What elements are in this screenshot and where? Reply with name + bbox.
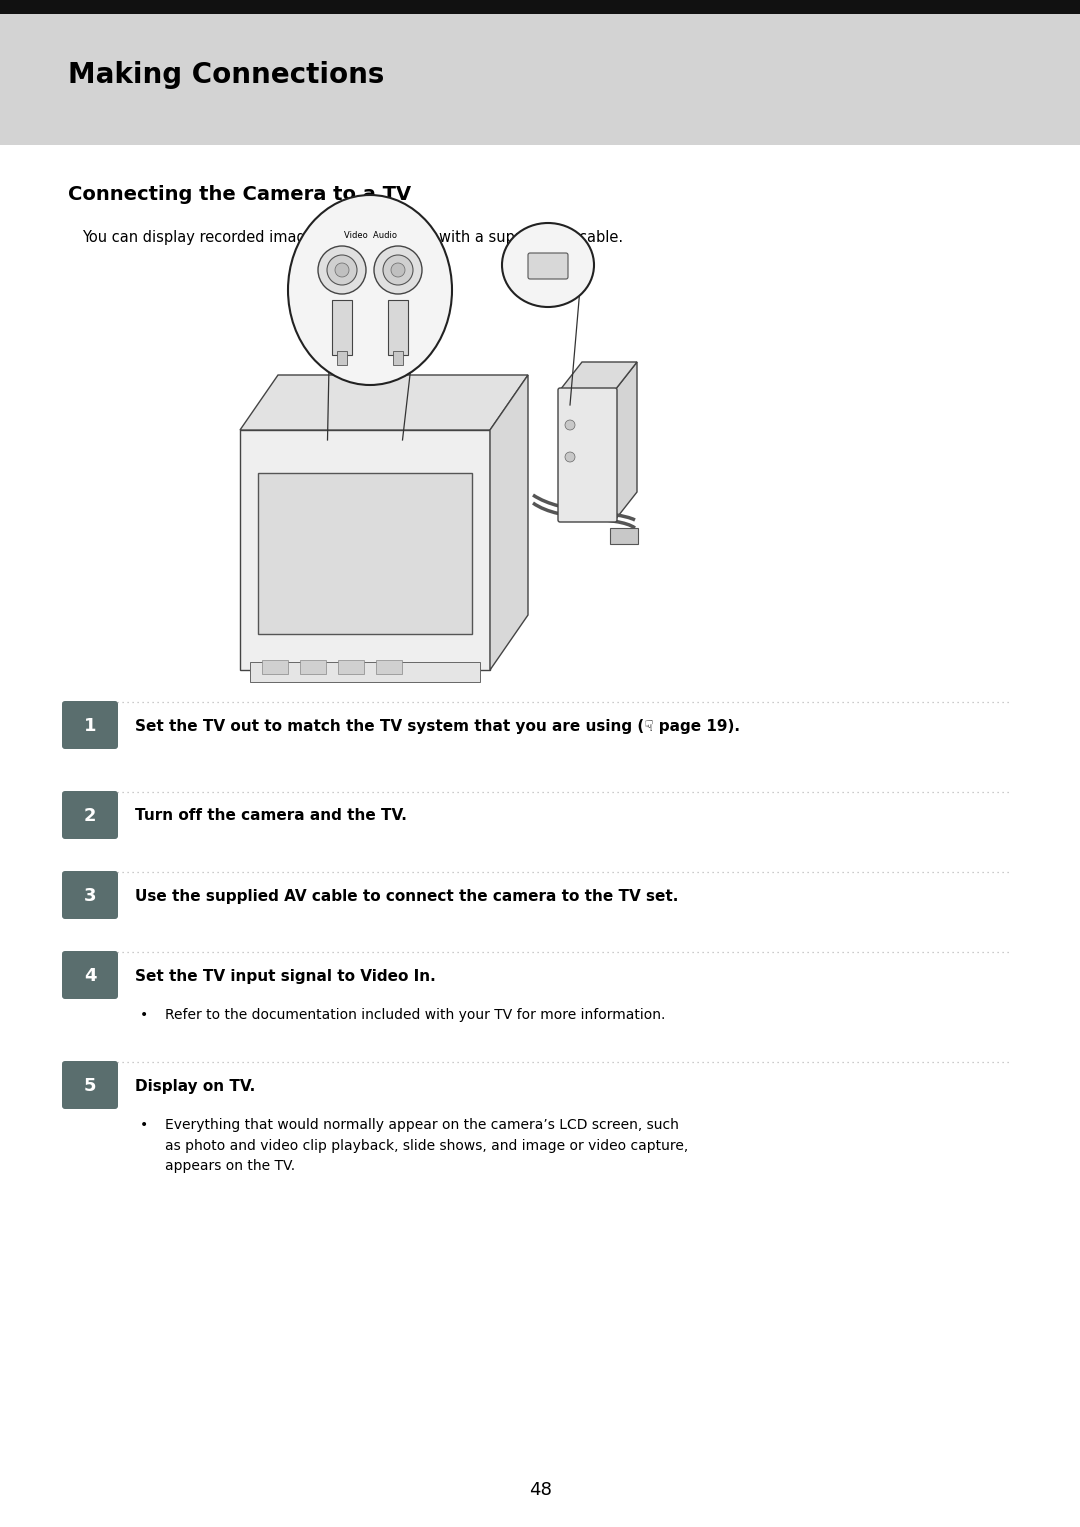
Bar xyxy=(388,299,408,354)
Text: •: • xyxy=(140,1008,148,1022)
Text: •: • xyxy=(140,1118,148,1132)
Text: 3: 3 xyxy=(84,887,96,906)
Circle shape xyxy=(374,246,422,295)
Bar xyxy=(376,660,402,673)
Bar xyxy=(393,351,403,365)
Bar xyxy=(338,660,364,673)
Circle shape xyxy=(391,263,405,276)
Text: Turn off the camera and the TV.: Turn off the camera and the TV. xyxy=(135,808,407,823)
Text: Everything that would normally appear on the camera’s LCD screen, such
as photo : Everything that would normally appear on… xyxy=(165,1118,688,1173)
Text: 2: 2 xyxy=(84,806,96,825)
Bar xyxy=(0,14,1080,145)
Text: 48: 48 xyxy=(528,1481,552,1500)
Bar xyxy=(262,660,288,673)
Polygon shape xyxy=(615,362,637,521)
Text: Connecting the Camera to a TV: Connecting the Camera to a TV xyxy=(68,185,411,205)
FancyBboxPatch shape xyxy=(62,1061,118,1109)
Text: 5: 5 xyxy=(84,1077,96,1095)
Bar xyxy=(249,663,480,683)
Circle shape xyxy=(318,246,366,295)
Text: Use the supplied AV cable to connect the camera to the TV set.: Use the supplied AV cable to connect the… xyxy=(135,889,678,904)
FancyBboxPatch shape xyxy=(62,951,118,999)
Bar xyxy=(332,299,352,354)
Bar xyxy=(0,0,1080,14)
FancyBboxPatch shape xyxy=(62,870,118,919)
Polygon shape xyxy=(240,431,490,670)
Bar xyxy=(337,351,347,365)
Circle shape xyxy=(565,452,575,463)
Ellipse shape xyxy=(502,223,594,307)
Text: Set the TV input signal to Video In.: Set the TV input signal to Video In. xyxy=(135,968,435,983)
Polygon shape xyxy=(258,473,472,634)
Text: Refer to the documentation included with your TV for more information.: Refer to the documentation included with… xyxy=(165,1008,665,1022)
Text: Making Connections: Making Connections xyxy=(68,61,384,89)
Text: Set the TV out to match the TV system that you are using (☟ page 19).: Set the TV out to match the TV system th… xyxy=(135,719,740,733)
FancyBboxPatch shape xyxy=(62,701,118,750)
Ellipse shape xyxy=(288,195,453,385)
FancyBboxPatch shape xyxy=(558,388,617,522)
Polygon shape xyxy=(490,376,528,670)
Text: You can display recorded images on a television with a supplied AV cable.: You can display recorded images on a tel… xyxy=(82,231,623,244)
Circle shape xyxy=(565,420,575,431)
FancyBboxPatch shape xyxy=(528,253,568,279)
Text: Display on TV.: Display on TV. xyxy=(135,1078,255,1093)
Text: Video  Audio: Video Audio xyxy=(343,231,396,240)
Bar xyxy=(300,660,326,673)
Bar xyxy=(610,528,638,544)
Text: 4: 4 xyxy=(84,967,96,985)
Circle shape xyxy=(383,255,413,286)
Text: 1: 1 xyxy=(84,718,96,734)
Polygon shape xyxy=(561,362,637,389)
FancyBboxPatch shape xyxy=(62,791,118,838)
Circle shape xyxy=(335,263,349,276)
Polygon shape xyxy=(240,376,528,431)
Circle shape xyxy=(327,255,357,286)
